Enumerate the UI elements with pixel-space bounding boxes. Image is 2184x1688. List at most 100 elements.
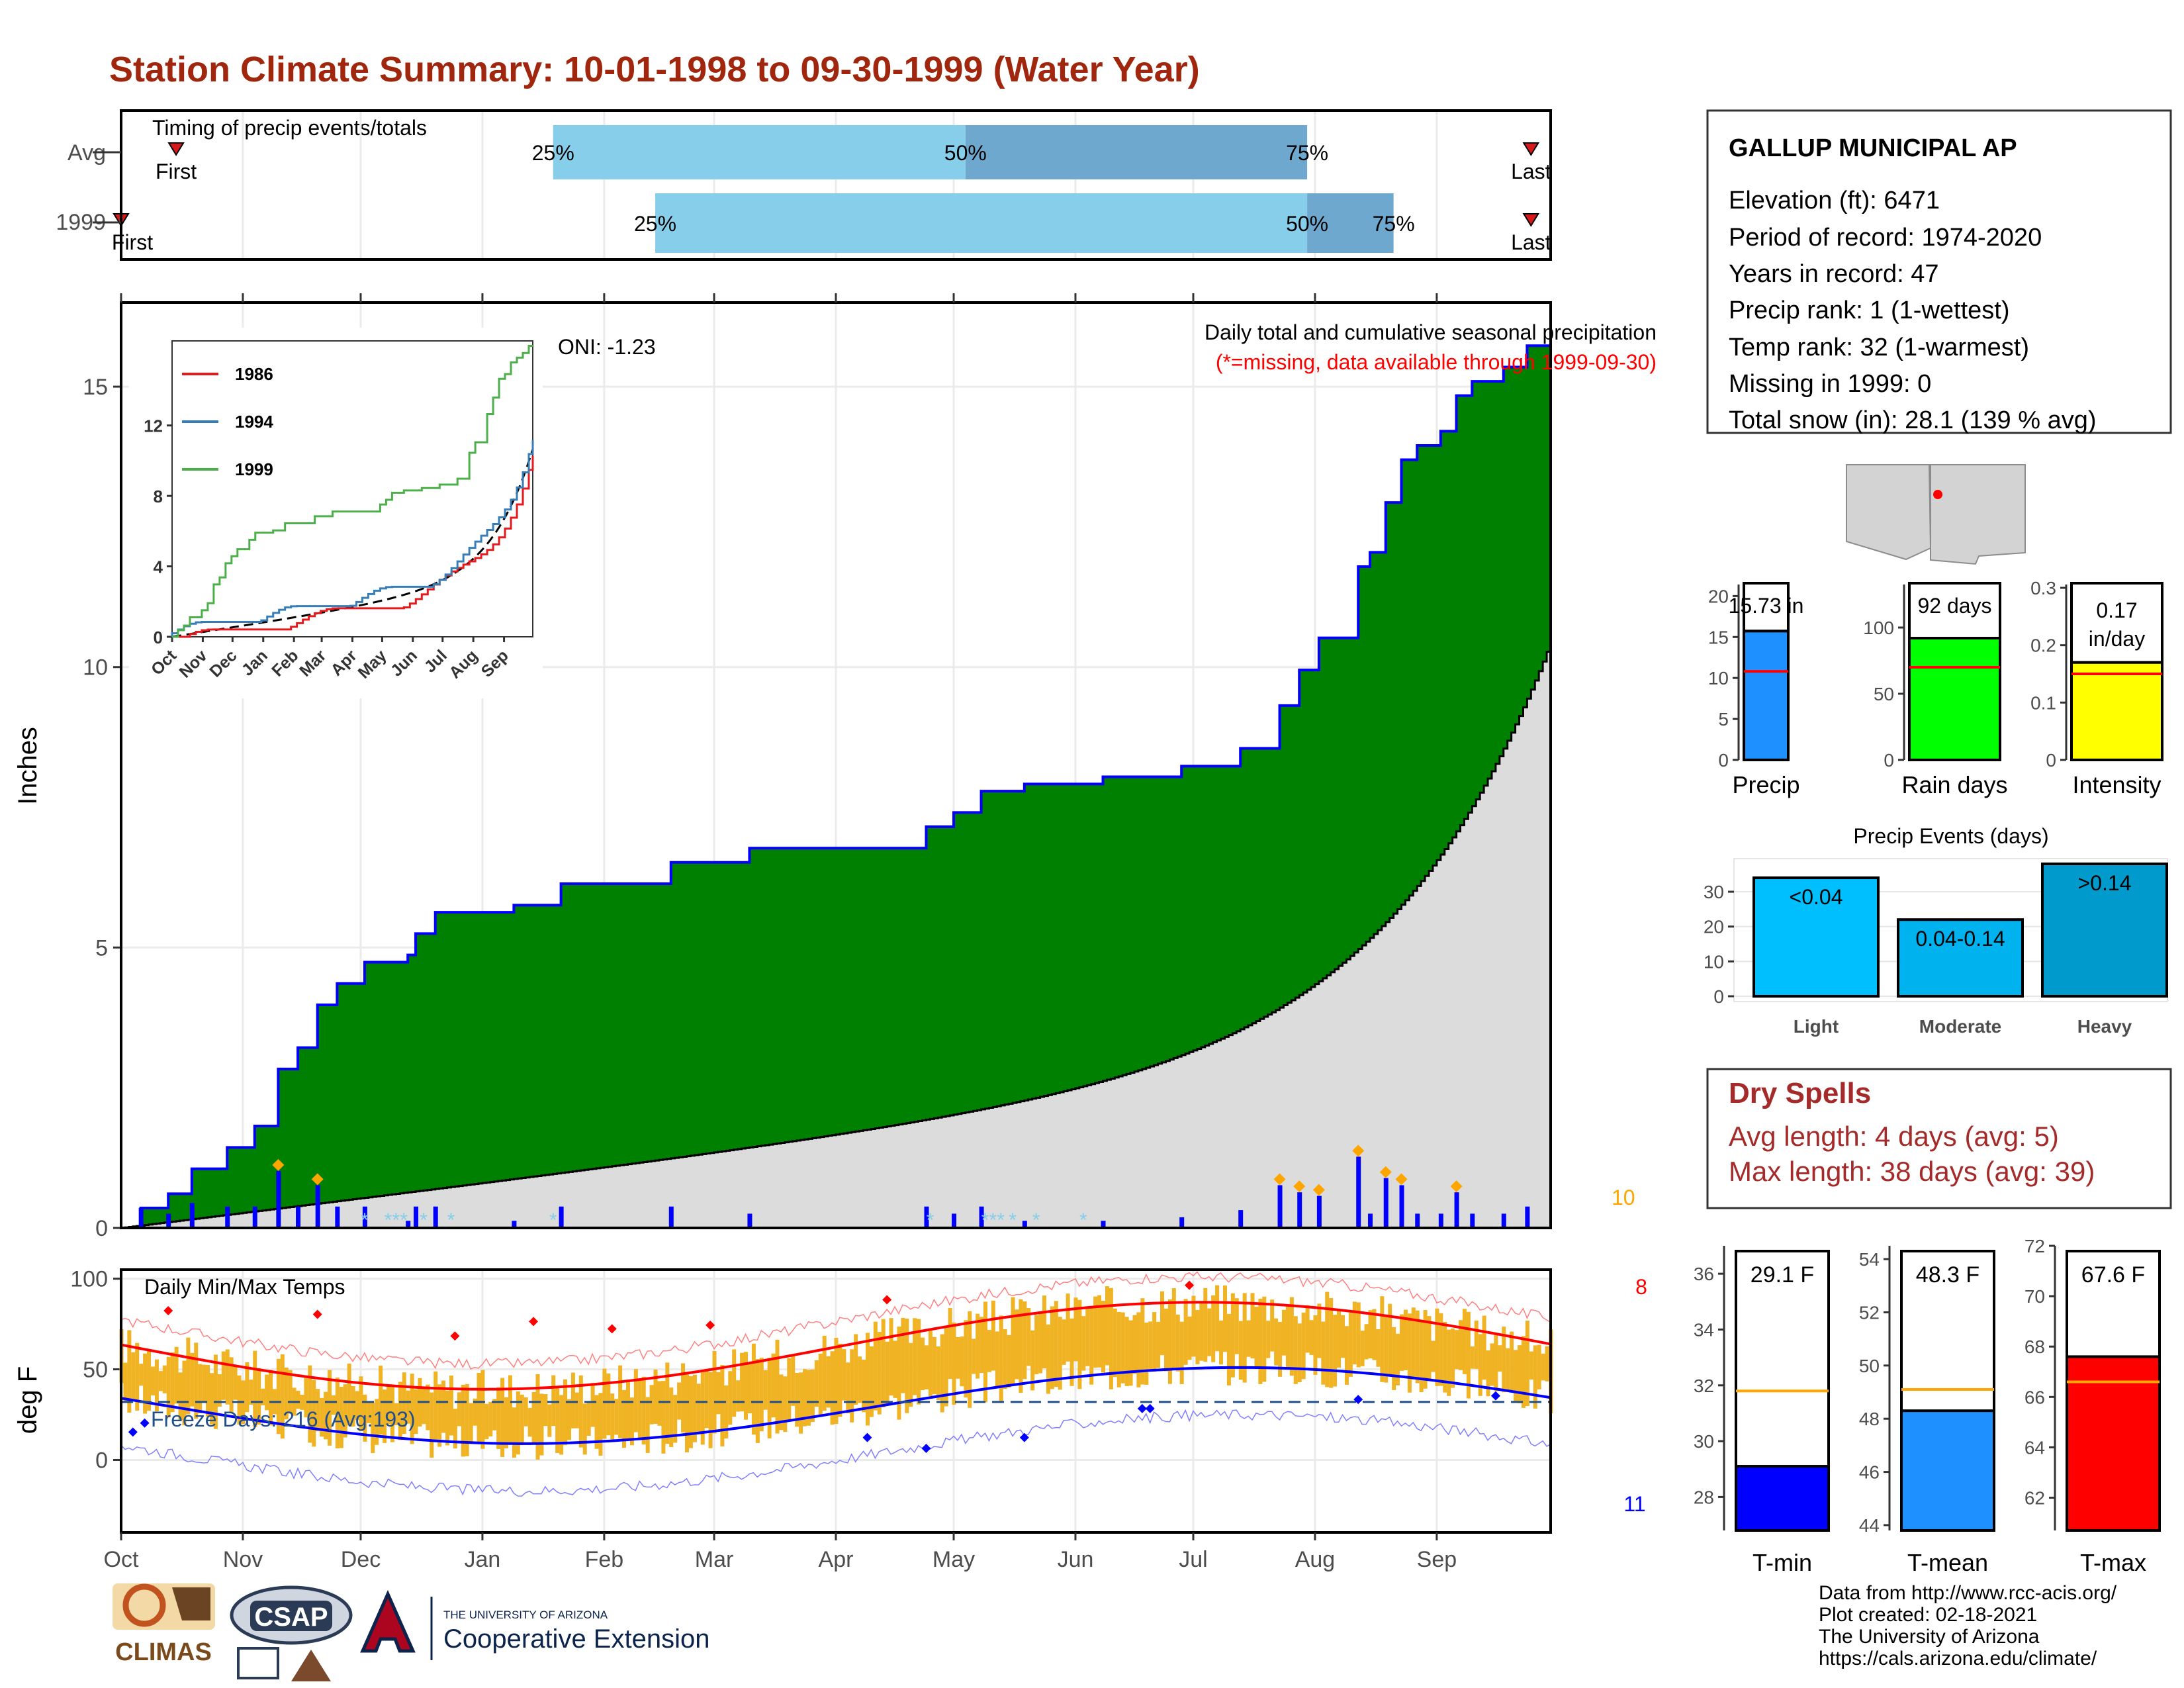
- daily-temp-bar: [410, 1374, 414, 1444]
- daily-temp-bar: [637, 1380, 642, 1440]
- cumulative-difference-segment: [993, 791, 997, 1107]
- daily-temp-bar: [1199, 1301, 1204, 1361]
- cumulative-difference-segment: [773, 848, 778, 1145]
- daily-temp-bar: [578, 1375, 583, 1448]
- daily-temp-bar: [940, 1334, 944, 1413]
- cumulative-difference-segment: [871, 848, 876, 1129]
- cumulative-difference-segment: [957, 812, 962, 1114]
- cumulative-difference-segment: [859, 848, 864, 1131]
- daily-temp-bar: [649, 1385, 654, 1425]
- month-label: Jan: [465, 1547, 501, 1572]
- cumulative-difference-segment: [447, 912, 452, 1188]
- cumulative-difference-segment: [321, 1005, 326, 1203]
- daily-temp-bar: [202, 1364, 206, 1402]
- cumulative-difference-segment: [242, 1147, 248, 1213]
- daily-temp-bar: [598, 1393, 603, 1456]
- daily-temp-bar: [590, 1383, 595, 1427]
- cumulative-difference-segment: [1013, 791, 1017, 1103]
- cumulative-difference-segment: [294, 1068, 298, 1207]
- daily-temp-bar: [1529, 1351, 1533, 1380]
- cumulative-difference-segment: [1126, 776, 1131, 1074]
- daily-temp-bar: [1050, 1306, 1054, 1389]
- dry-spells-max: Max length: 38 days (avg: 39): [1729, 1156, 2095, 1187]
- cumulative-difference-segment: [518, 905, 522, 1179]
- observed-cumulative-line: [121, 344, 1551, 1229]
- timing-marker: [1522, 142, 1540, 156]
- cumulative-difference-segment: [1488, 381, 1492, 779]
- daily-temp-bar: [268, 1370, 273, 1426]
- cumulative-difference-segment: [1044, 784, 1049, 1096]
- timing-marker: [1522, 213, 1540, 227]
- precip-ytick-label: 0: [95, 1216, 108, 1241]
- daily-temp-bar: [618, 1365, 623, 1438]
- daily-temp-bar: [331, 1395, 336, 1415]
- daily-precip-bar: [225, 1206, 230, 1228]
- daily-temp-bar: [704, 1368, 709, 1429]
- cumulative-difference-segment: [1295, 705, 1300, 998]
- cumulative-difference-segment: [1460, 395, 1465, 825]
- daily-temp-bar: [567, 1399, 571, 1440]
- cumulative-difference-segment: [1373, 552, 1379, 935]
- cumulative-difference-segment: [1232, 766, 1237, 1033]
- cumulative-difference-segment: [1432, 445, 1437, 866]
- daily-temp-bar: [834, 1338, 839, 1425]
- cumulative-difference-segment: [384, 962, 389, 1196]
- daily-temp-bar: [602, 1368, 607, 1439]
- daily-temp-bar: [814, 1360, 819, 1407]
- cumulative-difference-segment: [1193, 766, 1198, 1051]
- daily-temp-bar: [1120, 1312, 1125, 1383]
- cumulative-difference-segment: [1048, 784, 1052, 1096]
- daily-temp-bar: [233, 1365, 238, 1400]
- csap-text: CSAP: [254, 1603, 328, 1632]
- daily-temp-bar: [1175, 1314, 1180, 1372]
- cumulative-difference-segment: [1440, 431, 1445, 855]
- inset-legend-label: 1999: [235, 459, 273, 479]
- cumulative-difference-segment: [290, 1068, 295, 1207]
- cumulative-difference-segment: [380, 962, 385, 1196]
- cumulative-difference-segment: [156, 1207, 161, 1224]
- cumulative-difference-segment: [784, 848, 790, 1143]
- daily-temp-bar: [174, 1346, 179, 1404]
- cumulative-difference-segment: [847, 848, 852, 1133]
- cumulative-difference-segment: [1291, 705, 1296, 1001]
- cumulative-difference-segment: [895, 848, 899, 1125]
- daily-temp-bar: [523, 1397, 528, 1427]
- inset-series-line: [172, 345, 533, 638]
- daily-temp-bar: [139, 1364, 144, 1386]
- cumulative-difference-segment: [1515, 367, 1520, 725]
- daily-precip-bar: [1415, 1213, 1420, 1228]
- events-category-label: Moderate: [1919, 1016, 2001, 1037]
- month-label: Jul: [1179, 1547, 1207, 1572]
- cumulative-difference-segment: [1393, 502, 1398, 914]
- cumulative-difference-segment: [478, 912, 483, 1184]
- cumulative-difference-segment: [345, 983, 349, 1201]
- record-low-marker: [921, 1444, 931, 1454]
- daily-temp-bar: [1352, 1301, 1357, 1365]
- temp-summary-value: 48.3 F: [1916, 1262, 1979, 1288]
- daily-temp-bar: [445, 1390, 450, 1446]
- daily-temp-bar: [830, 1351, 835, 1425]
- cumulative-difference-segment: [211, 1168, 216, 1217]
- daily-temp-bar: [422, 1387, 426, 1425]
- daily-temp-bar: [158, 1371, 163, 1391]
- cumulative-difference-segment: [510, 912, 515, 1180]
- cumulative-difference-segment: [1307, 670, 1312, 990]
- daily-temp-bar: [1113, 1308, 1117, 1378]
- daily-temp-bar: [500, 1378, 505, 1457]
- cumulative-difference-segment: [357, 983, 361, 1199]
- timing-q75-label: 75%: [1286, 141, 1328, 165]
- timing-panel: Timing of precip events/totals Avg 1999 …: [56, 109, 1552, 261]
- daily-temp-bar: [1533, 1345, 1537, 1409]
- inset-ytick-label: 8: [154, 487, 163, 506]
- cumulative-difference-segment: [824, 848, 829, 1137]
- daily-temp-bar: [574, 1392, 579, 1429]
- cumulative-difference-segment: [1091, 784, 1096, 1084]
- daily-temp-bar: [383, 1389, 387, 1443]
- cumulative-difference-segment: [199, 1168, 205, 1219]
- cumulative-difference-segment: [451, 912, 455, 1188]
- daily-precip-bar: [1022, 1221, 1027, 1228]
- daily-temp-bar: [1470, 1346, 1475, 1369]
- daily-temp-bar: [308, 1365, 312, 1443]
- daily-temp-bar: [213, 1354, 218, 1429]
- precip-ytick-label: 10: [83, 655, 108, 680]
